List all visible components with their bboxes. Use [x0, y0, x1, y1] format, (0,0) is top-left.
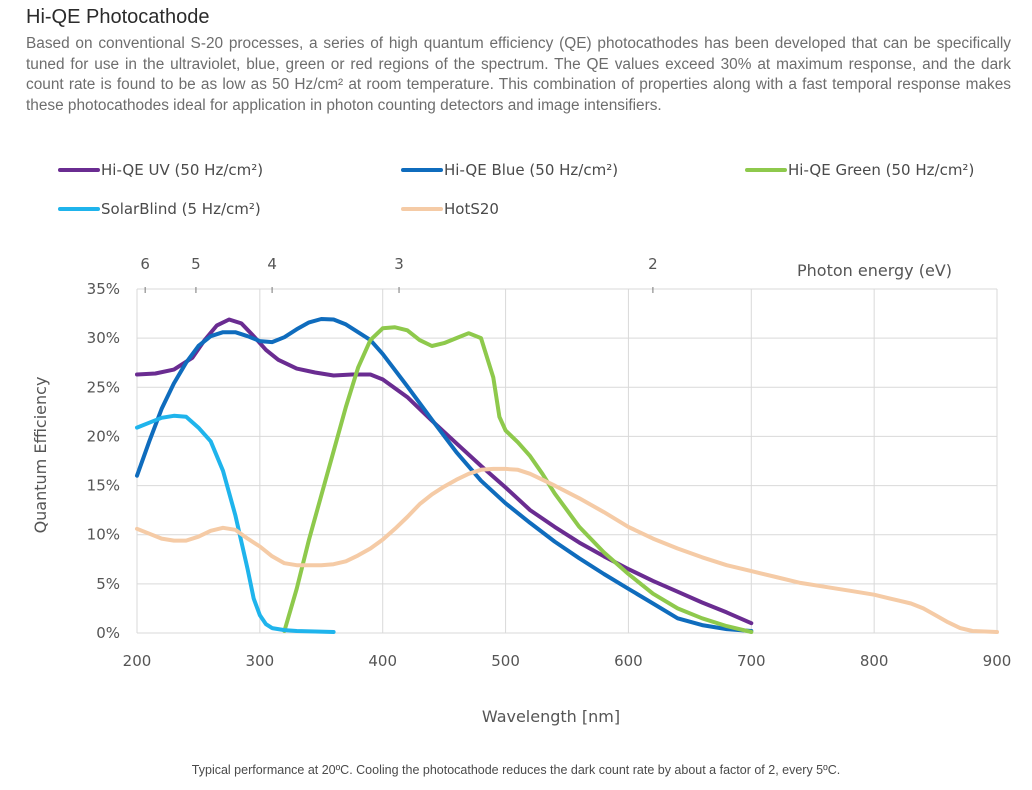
x-tick-label: 300: [246, 652, 275, 670]
y-tick-label: 25%: [87, 378, 120, 396]
legend-label-hiqe-uv: Hi-QE UV (50 Hz/cm²): [101, 161, 264, 179]
energy-tick-label: 2: [648, 255, 658, 273]
chart-ticks: 0% 5% 10% 15% 20% 25% 30% 35% 200 300 400 500 600 700…: [87, 255, 1012, 670]
legend-item-hiqe-green: Hi-QE Green (50 Hz/cm²): [745, 161, 974, 179]
legend-label-hiqe-green: Hi-QE Green (50 Hz/cm²): [788, 161, 975, 179]
y-tick-label: 15%: [87, 477, 120, 495]
x-tick-label: 700: [737, 652, 766, 670]
x-tick-label: 800: [860, 652, 889, 670]
energy-tick-label: 4: [267, 255, 277, 273]
legend-item-hiqe-blue: Hi-QE Blue (50 Hz/cm²): [401, 161, 618, 179]
series-line-1: [135, 317, 754, 633]
y-tick-label: 0%: [96, 624, 120, 642]
series-line-2: [282, 325, 754, 634]
legend-swatch-hiqe-uv: [58, 168, 100, 172]
energy-axis-label: Photon energy (eV): [797, 261, 952, 280]
y-axis-label: Quantum Efficiency: [31, 377, 50, 534]
footnote: Typical performance at 20ºC. Cooling the…: [191, 763, 841, 777]
legend-swatch-hiqe-blue: [401, 168, 443, 172]
x-tick-label: 200: [123, 652, 152, 670]
y-tick-label: 30%: [87, 329, 120, 347]
legend-label-hiqe-blue: Hi-QE Blue (50 Hz/cm²): [444, 161, 619, 179]
x-tick-label: 400: [368, 652, 397, 670]
y-tick-label: 5%: [96, 575, 120, 593]
legend-swatch-solarblind: [58, 207, 100, 211]
y-tick-label: 35%: [87, 280, 120, 298]
intro-paragraph: Based on conventional S-20 processes, a …: [26, 35, 1011, 114]
legend-label-hots20: HotS20: [444, 200, 499, 218]
energy-tick-label: 5: [191, 255, 201, 273]
y-tick-label: 10%: [87, 526, 120, 544]
chart-lines: [135, 317, 999, 634]
legend-swatch-hiqe-green: [745, 168, 787, 172]
legend-item-hiqe-uv: Hi-QE UV (50 Hz/cm²): [58, 161, 263, 179]
series-line-4: [135, 466, 999, 634]
series-line-0: [135, 317, 754, 626]
legend-label-solarblind: SolarBlind (5 Hz/cm²): [101, 200, 261, 218]
legend-item-hots20: HotS20: [401, 200, 499, 218]
energy-tick-label: 3: [394, 255, 404, 273]
energy-tick-label: 6: [140, 255, 150, 273]
x-tick-label: 500: [491, 652, 520, 670]
x-tick-label: 600: [614, 652, 643, 670]
x-axis-label: Wavelength [nm]: [482, 707, 620, 726]
legend-swatch-hots20: [401, 207, 443, 211]
page-title: Hi-QE Photocathode: [26, 6, 210, 28]
legend-item-solarblind: SolarBlind (5 Hz/cm²): [58, 200, 261, 218]
x-tick-label: 900: [983, 652, 1012, 670]
series-line-3: [135, 413, 336, 634]
y-tick-label: 20%: [87, 427, 120, 445]
